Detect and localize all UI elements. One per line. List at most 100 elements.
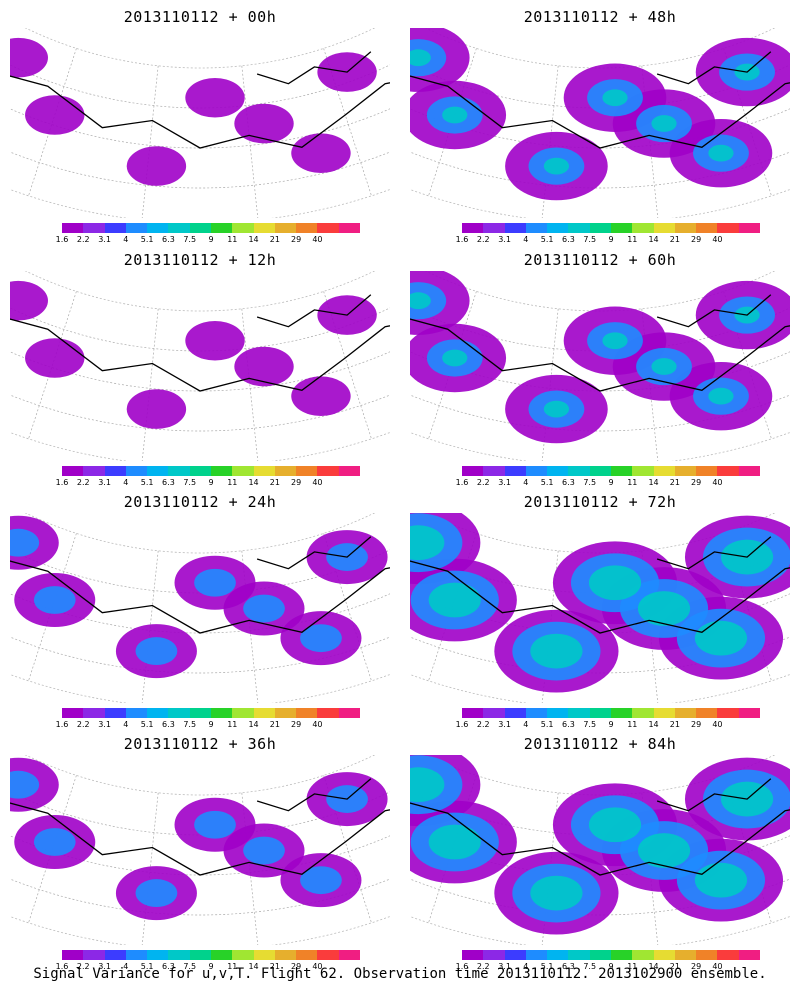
panel-title: 2013110112 + 48h	[523, 8, 677, 26]
variance-contour	[588, 565, 642, 601]
colorbar-swatch	[317, 223, 339, 233]
colorbar-swatch	[62, 466, 84, 476]
variance-contour	[10, 770, 40, 799]
colorbar-swatch	[104, 466, 126, 476]
colorbar-swatch	[589, 466, 611, 476]
variance-contour	[428, 824, 481, 860]
colorbar-tick-label: 11	[627, 235, 638, 244]
colorbar-labels: 1.6 2.2 3.1 4 5.1 6.3 7.5 9 11 14 21 29 40	[450, 478, 770, 488]
colorbar-swatch	[317, 708, 339, 718]
colorbar-labels: 1.6 2.2 3.1 4 5.1 6.3 7.5 9 11 14 21 29 40	[450, 235, 770, 245]
colorbar-tick-label: 14	[248, 478, 259, 487]
variance-contour	[194, 810, 236, 839]
map-panel-48h: 2013110112 + 48h 1.6 2.2 3.1 4 5.1 6.3 7.5 9 11 1…	[400, 0, 800, 245]
coastline	[656, 536, 772, 570]
colorbar-labels: 1.6 2.2 3.1 4 5.1 6.3 7.5 9 11 14 21 29 40	[50, 720, 370, 730]
colorbar-tick-label: 6.3	[162, 235, 175, 244]
colorbar-tick-label: 6.3	[562, 235, 575, 244]
polar-map	[410, 513, 790, 703]
colorbar-tick-label: 1.6	[455, 962, 469, 971]
coastline	[10, 802, 390, 876]
colorbar	[462, 708, 760, 718]
colorbar-swatch	[525, 466, 548, 476]
colorbar-tick-label: 40	[712, 478, 723, 487]
coastline	[256, 778, 372, 812]
panel-title: 2013110112 + 72h	[523, 493, 677, 511]
colorbar-tick-label: 2.2	[476, 478, 490, 487]
variance-contour	[602, 332, 628, 350]
colorbar-tick-label: 5.1	[140, 962, 154, 971]
coastline	[410, 318, 790, 392]
colorbar-tick-label: 40	[712, 962, 723, 971]
colorbar-swatch	[568, 950, 590, 960]
coastline	[410, 560, 790, 634]
colorbar-tick-label: 1.6	[55, 478, 69, 487]
colorbar-tick-label: 21	[269, 962, 280, 971]
variance-contour	[651, 115, 677, 132]
colorbar-tick-label: 11	[627, 478, 638, 487]
panel-title: 2013110112 + 84h	[523, 735, 677, 753]
colorbar-tick-label: 3.1	[498, 720, 511, 729]
variance-contour	[588, 807, 642, 843]
colorbar-tick-label: 11	[227, 720, 238, 729]
colorbar-labels: 1.6 2.2 3.1 4 5.1 6.3 7.5 9 11 14 21 29 40	[450, 720, 770, 730]
colorbar-tick-label: 5.1	[540, 962, 554, 971]
colorbar-swatch	[696, 708, 718, 718]
colorbar-tick-label: 3.1	[98, 235, 111, 244]
colorbar-swatch	[547, 708, 569, 718]
latitude-gridline	[10, 394, 390, 432]
colorbar-tick-label: 21	[669, 720, 680, 729]
panel-title: 2013110112 + 36h	[123, 735, 277, 753]
variance-contour	[442, 106, 468, 124]
colorbar-swatch	[210, 950, 233, 960]
colorbar-swatch	[653, 950, 675, 960]
colorbar-swatch	[274, 950, 297, 960]
coastline	[656, 51, 772, 85]
colorbar-tick-label: 4	[523, 962, 529, 971]
colorbar-tick-label: 4	[523, 235, 529, 244]
colorbar-tick-label: 7.5	[183, 720, 197, 729]
variance-contour	[300, 866, 342, 895]
coastline	[656, 778, 772, 812]
colorbar-swatch	[568, 223, 590, 233]
coastline	[10, 318, 390, 392]
colorbar-tick-label: 5.1	[540, 235, 554, 244]
colorbar-swatch	[717, 950, 739, 960]
colorbar-tick-label: 21	[669, 235, 680, 244]
colorbar-swatch	[168, 466, 190, 476]
colorbar-tick-label: 9	[208, 235, 214, 244]
colorbar-swatch	[189, 223, 211, 233]
colorbar-swatch	[525, 950, 548, 960]
variance-contour	[25, 95, 85, 135]
map-panel-84h: 2013110112 + 84h 1.6 2.2 3.1 4 5.1 6.3 7.5 9 11 1…	[400, 727, 800, 972]
colorbar-swatch	[62, 708, 84, 718]
variance-contour	[543, 157, 570, 175]
colorbar-tick-label: 9	[208, 962, 214, 971]
colorbar-tick-label: 4	[523, 720, 529, 729]
colorbar-tick-label: 7.5	[583, 478, 597, 487]
colorbar-swatch	[83, 708, 105, 718]
variance-contour	[194, 568, 236, 597]
colorbar-tick-label: 3.1	[498, 962, 511, 971]
colorbar-swatch	[125, 708, 148, 718]
colorbar-swatch	[104, 950, 126, 960]
colorbar-tick-label: 1.6	[455, 720, 469, 729]
colorbar-swatch	[525, 223, 548, 233]
variance-contour	[694, 862, 748, 898]
colorbar-tick-label: 6.3	[162, 720, 175, 729]
colorbar-tick-label: 9	[608, 235, 614, 244]
colorbar-swatch	[462, 466, 484, 476]
variance-contour	[291, 376, 351, 416]
variance-contour	[428, 582, 481, 618]
variance-contour	[637, 591, 691, 626]
map-panel-00h: 2013110112 + 00h 1.6 2.2 3.1 4 5.1 6.3 7.5 9 11 1…	[0, 0, 400, 245]
colorbar-tick-label: 2.2	[476, 720, 490, 729]
coastline	[256, 51, 372, 85]
colorbar-swatch	[632, 950, 654, 960]
colorbar-swatch	[296, 950, 318, 960]
colorbar-tick-label: 1.6	[55, 235, 69, 244]
map-panel-60h: 2013110112 + 60h 1.6 2.2 3.1 4 5.1 6.3 7.5 9 11 1…	[400, 243, 800, 488]
colorbar-tick-label: 2.2	[476, 235, 490, 244]
polar-map	[10, 513, 390, 703]
colorbar-tick-label: 7.5	[583, 720, 597, 729]
